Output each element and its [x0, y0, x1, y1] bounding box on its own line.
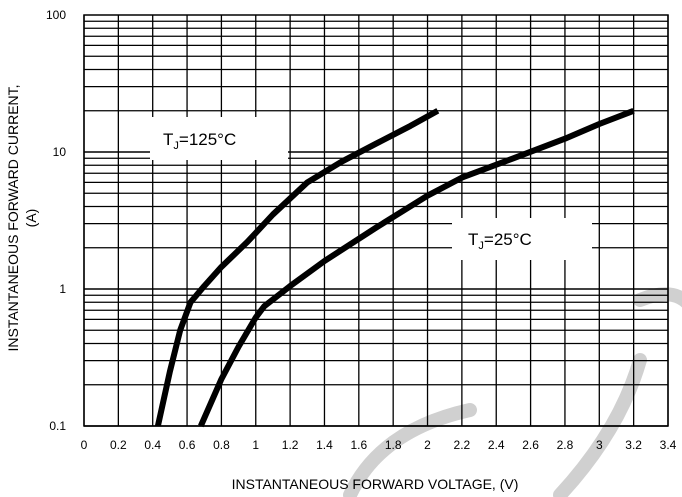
y-tick-labels: 0.1 1 10 100	[46, 8, 66, 433]
x-tick-label-1: 0.2	[110, 438, 127, 452]
watermark	[343, 287, 682, 497]
plot-frame	[83, 14, 669, 427]
x-tick-label-14: 2.8	[557, 438, 574, 452]
label-25c-group: TJ=25°C	[452, 218, 592, 260]
x-tick-label-9: 1.8	[385, 438, 402, 452]
x-tick-label-0: 0	[81, 438, 88, 452]
x-tick-label-17: 3.4	[660, 438, 677, 452]
y-tick-label-1: 1	[59, 282, 66, 296]
y-axis-label-line-1: INSTANTANEOUS FORWARD CURRENT,	[5, 84, 21, 351]
x-tick-label-13: 2.6	[522, 438, 539, 452]
x-axis-label: INSTANTANEOUS FORWARD VOLTAGE, (V)	[232, 476, 519, 492]
label-25c-box	[452, 218, 592, 260]
x-tick-label-2: 0.4	[144, 438, 161, 452]
series-lines	[154, 108, 635, 428]
series-line-0	[154, 108, 440, 427]
y-axis-label-line-2: (A)	[23, 209, 39, 228]
y-axis-label: INSTANTANEOUS FORWARD CURRENT, (A)	[5, 84, 39, 351]
x-tick-label-8: 1.6	[350, 438, 367, 452]
x-tick-label-10: 2	[424, 438, 431, 452]
x-tick-labels: 0 0.2 0.4 0.6 0.8 1 1.2 1.4 1.6 1.8 2 2.2 2.4 2.6 2.8 3…	[81, 438, 677, 452]
x-tick-label-3: 0.6	[179, 438, 196, 452]
label-125c: TJ=125°C	[163, 130, 236, 152]
x-tick-label-4: 0.8	[213, 438, 230, 452]
x-tick-label-5: 1	[252, 438, 259, 452]
y-tick-label-2: 10	[53, 145, 67, 159]
label-125c-box	[150, 117, 288, 160]
label-25c: TJ=25°C	[468, 230, 532, 252]
x-tick-label-6: 1.2	[282, 438, 299, 452]
y-tick-label-0: 0.1	[49, 419, 66, 433]
y-tick-label-3: 100	[46, 8, 66, 22]
series-line-1	[198, 108, 635, 428]
x-tick-label-11: 2.2	[454, 438, 471, 452]
label-125c-group: TJ=125°C	[150, 117, 288, 160]
x-tick-label-7: 1.4	[316, 438, 333, 452]
x-tick-label-12: 2.4	[488, 438, 505, 452]
x-tick-label-15: 3	[596, 438, 603, 452]
x-tick-label-16: 3.2	[625, 438, 642, 452]
